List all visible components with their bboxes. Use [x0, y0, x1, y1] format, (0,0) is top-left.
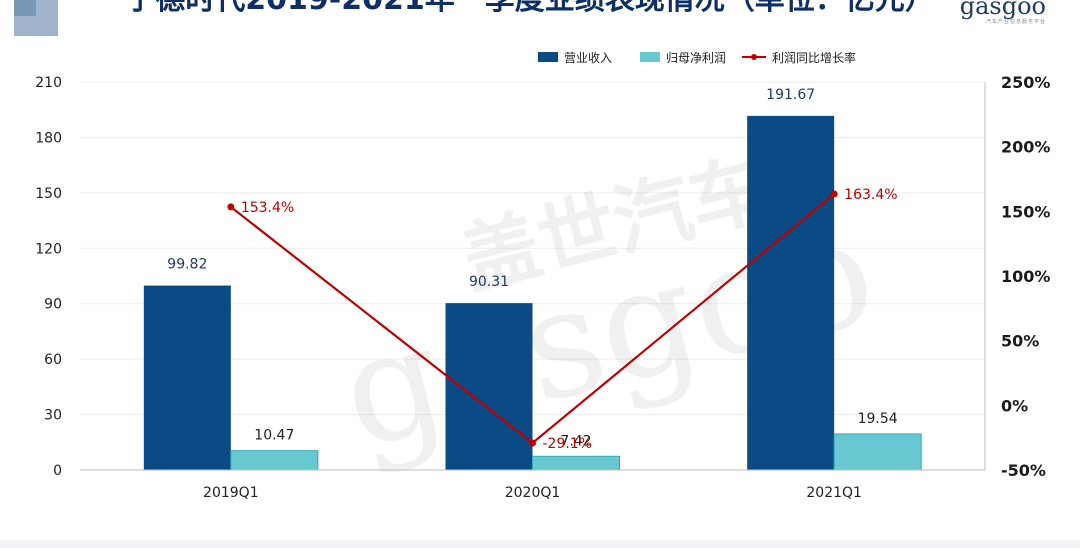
legend: 营业收入 归母净利润 利润同比增长率 — [538, 50, 856, 65]
axis-layer: 0 30 60 90 120 150 180 210 -50% 0% 50% 100% 150% 200%… — [35, 73, 1050, 501]
bar-profit — [532, 455, 620, 471]
y-tick-label: 60 — [44, 352, 62, 368]
labels-layer: 99.82 10.47 90.31 7.42 191.67 19.54 153.4% -29.… — [167, 87, 898, 452]
y2-tick-label: 150% — [1001, 202, 1050, 221]
data-label-revenue: 99.82 — [167, 257, 207, 273]
bar-profit — [833, 433, 922, 471]
gasgoo-logo: gasgoo — [959, 0, 1046, 20]
title-bar: 宁德时代2019-2021年一季度业绩表现情况（单位：亿元） gasgoo 汽车… — [0, 0, 1080, 40]
bar-revenue — [747, 115, 835, 471]
chart-title: 宁德时代2019-2021年一季度业绩表现情况（单位：亿元） — [120, 0, 940, 18]
data-label-growth: 163.4% — [844, 187, 897, 203]
point-growth — [529, 439, 536, 447]
data-label-revenue: 90.31 — [469, 274, 509, 290]
legend-swatch — [640, 52, 660, 62]
line-layer — [227, 190, 838, 447]
point-growth — [227, 203, 235, 211]
legend-label: 营业收入 — [564, 51, 612, 65]
data-label-profit: 7.42 — [560, 433, 591, 449]
data-label-growth: 153.4% — [241, 200, 294, 216]
y-tick-label: 210 — [35, 75, 62, 91]
y2-tick-label: 0% — [1001, 396, 1028, 415]
bar-revenue — [445, 303, 533, 470]
gasgoo-logo-subtitle: 汽车产业信息服务平台 — [985, 19, 1046, 25]
legend-swatch — [538, 52, 558, 62]
x-tick-label: 2019Q1 — [203, 485, 259, 501]
y2-tick-label: -50% — [1001, 461, 1046, 480]
bar-profit — [230, 450, 319, 471]
point-growth — [830, 190, 838, 198]
y-tick-label: 180 — [35, 130, 62, 146]
title-accent-inner — [14, 0, 36, 16]
y-tick-label: 120 — [35, 241, 62, 257]
legend-swatch-marker — [751, 54, 757, 60]
data-label-profit: 19.54 — [858, 411, 898, 427]
legend-label: 利润同比增长率 — [772, 50, 856, 65]
y-tick-label: 30 — [44, 408, 62, 424]
y-tick-label: 90 — [44, 297, 62, 313]
y2-tick-label: 250% — [1001, 73, 1050, 92]
bar-revenue — [143, 285, 231, 470]
x-tick-label: 2020Q1 — [505, 485, 561, 501]
y-tick-label: 150 — [35, 186, 62, 202]
legend-label: 归母净利润 — [666, 51, 726, 65]
y2-tick-label: 100% — [1001, 267, 1050, 286]
data-label-revenue: 191.67 — [766, 87, 815, 103]
data-label-profit: 10.47 — [254, 428, 294, 444]
y2-tick-label: 50% — [1001, 332, 1039, 351]
bars-layer — [143, 115, 922, 471]
bottom-strip — [0, 540, 1080, 548]
y-tick-label: 0 — [53, 463, 62, 479]
x-tick-label: 2021Q1 — [806, 485, 862, 501]
data-label-growth: -29.1% — [543, 436, 593, 452]
title-accent-block — [14, 0, 58, 36]
y2-tick-label: 200% — [1001, 138, 1050, 157]
